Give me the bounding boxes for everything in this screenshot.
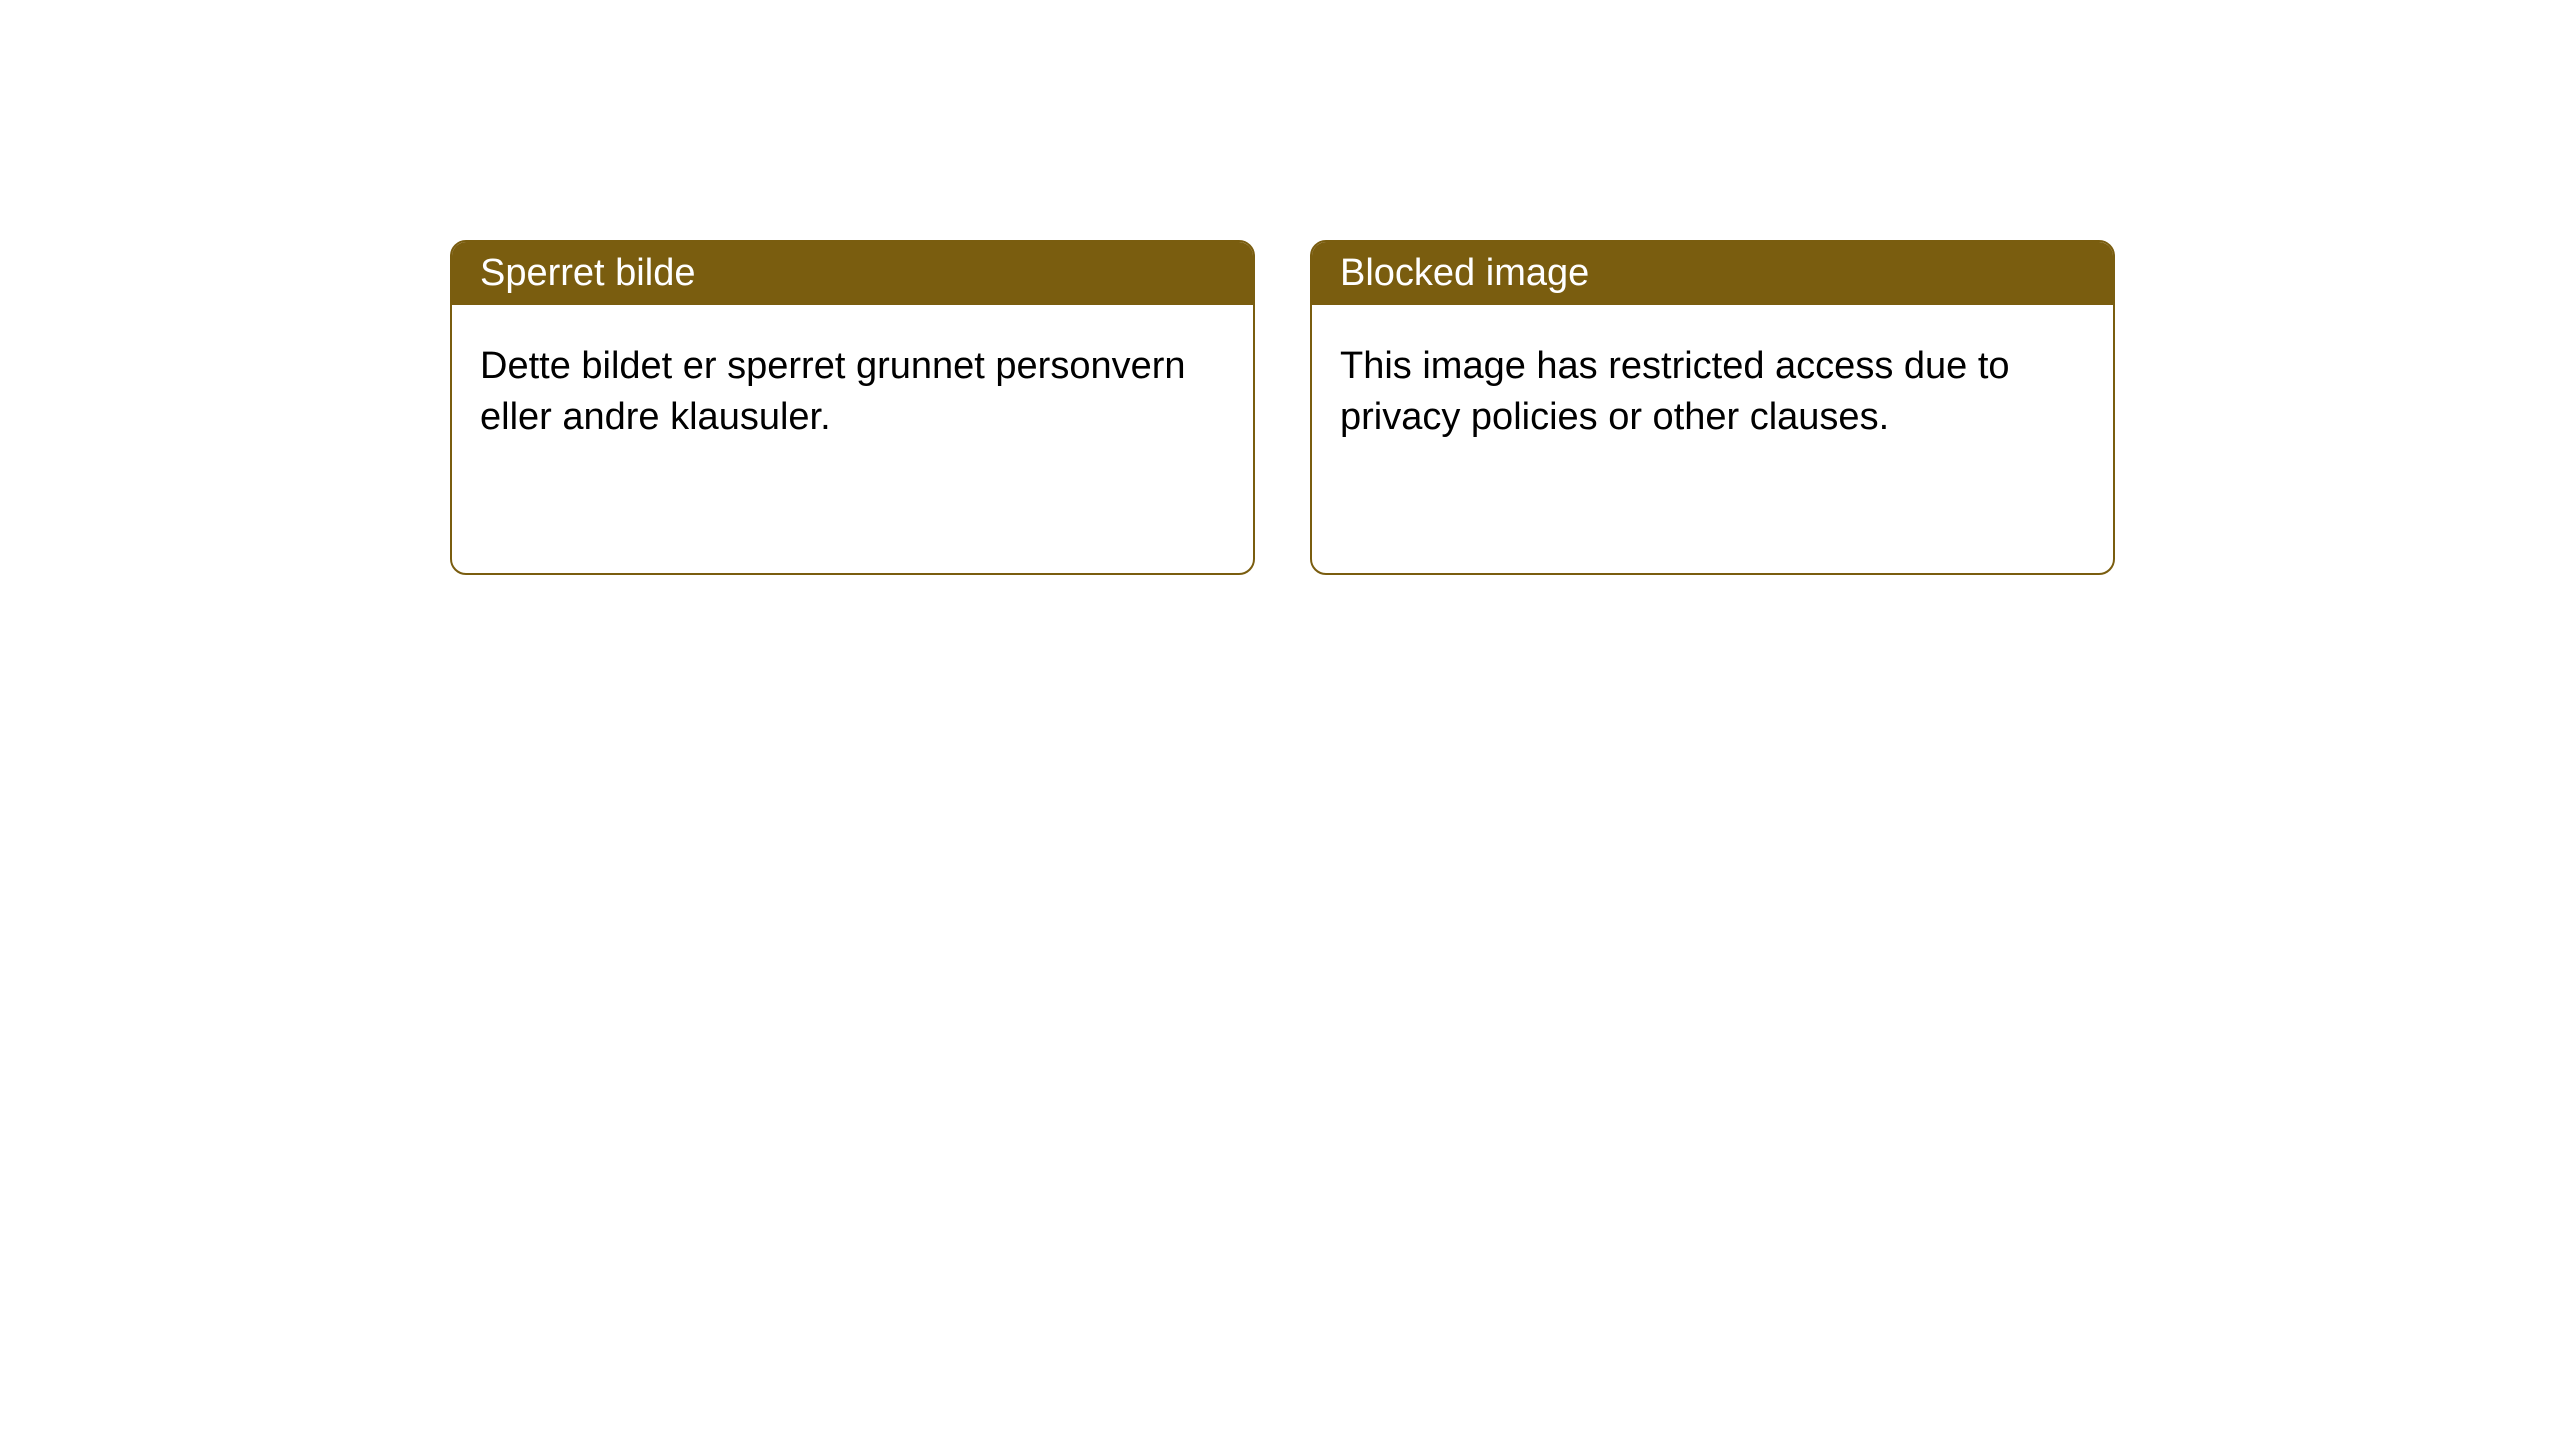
panel-norwegian-title: Sperret bilde — [452, 242, 1253, 305]
panel-norwegian: Sperret bilde Dette bildet er sperret gr… — [450, 240, 1255, 575]
blocked-image-panels: Sperret bilde Dette bildet er sperret gr… — [450, 240, 2560, 575]
panel-english: Blocked image This image has restricted … — [1310, 240, 2115, 575]
panel-english-title: Blocked image — [1312, 242, 2113, 305]
panel-english-body: This image has restricted access due to … — [1312, 305, 2113, 480]
panel-norwegian-body: Dette bildet er sperret grunnet personve… — [452, 305, 1253, 480]
